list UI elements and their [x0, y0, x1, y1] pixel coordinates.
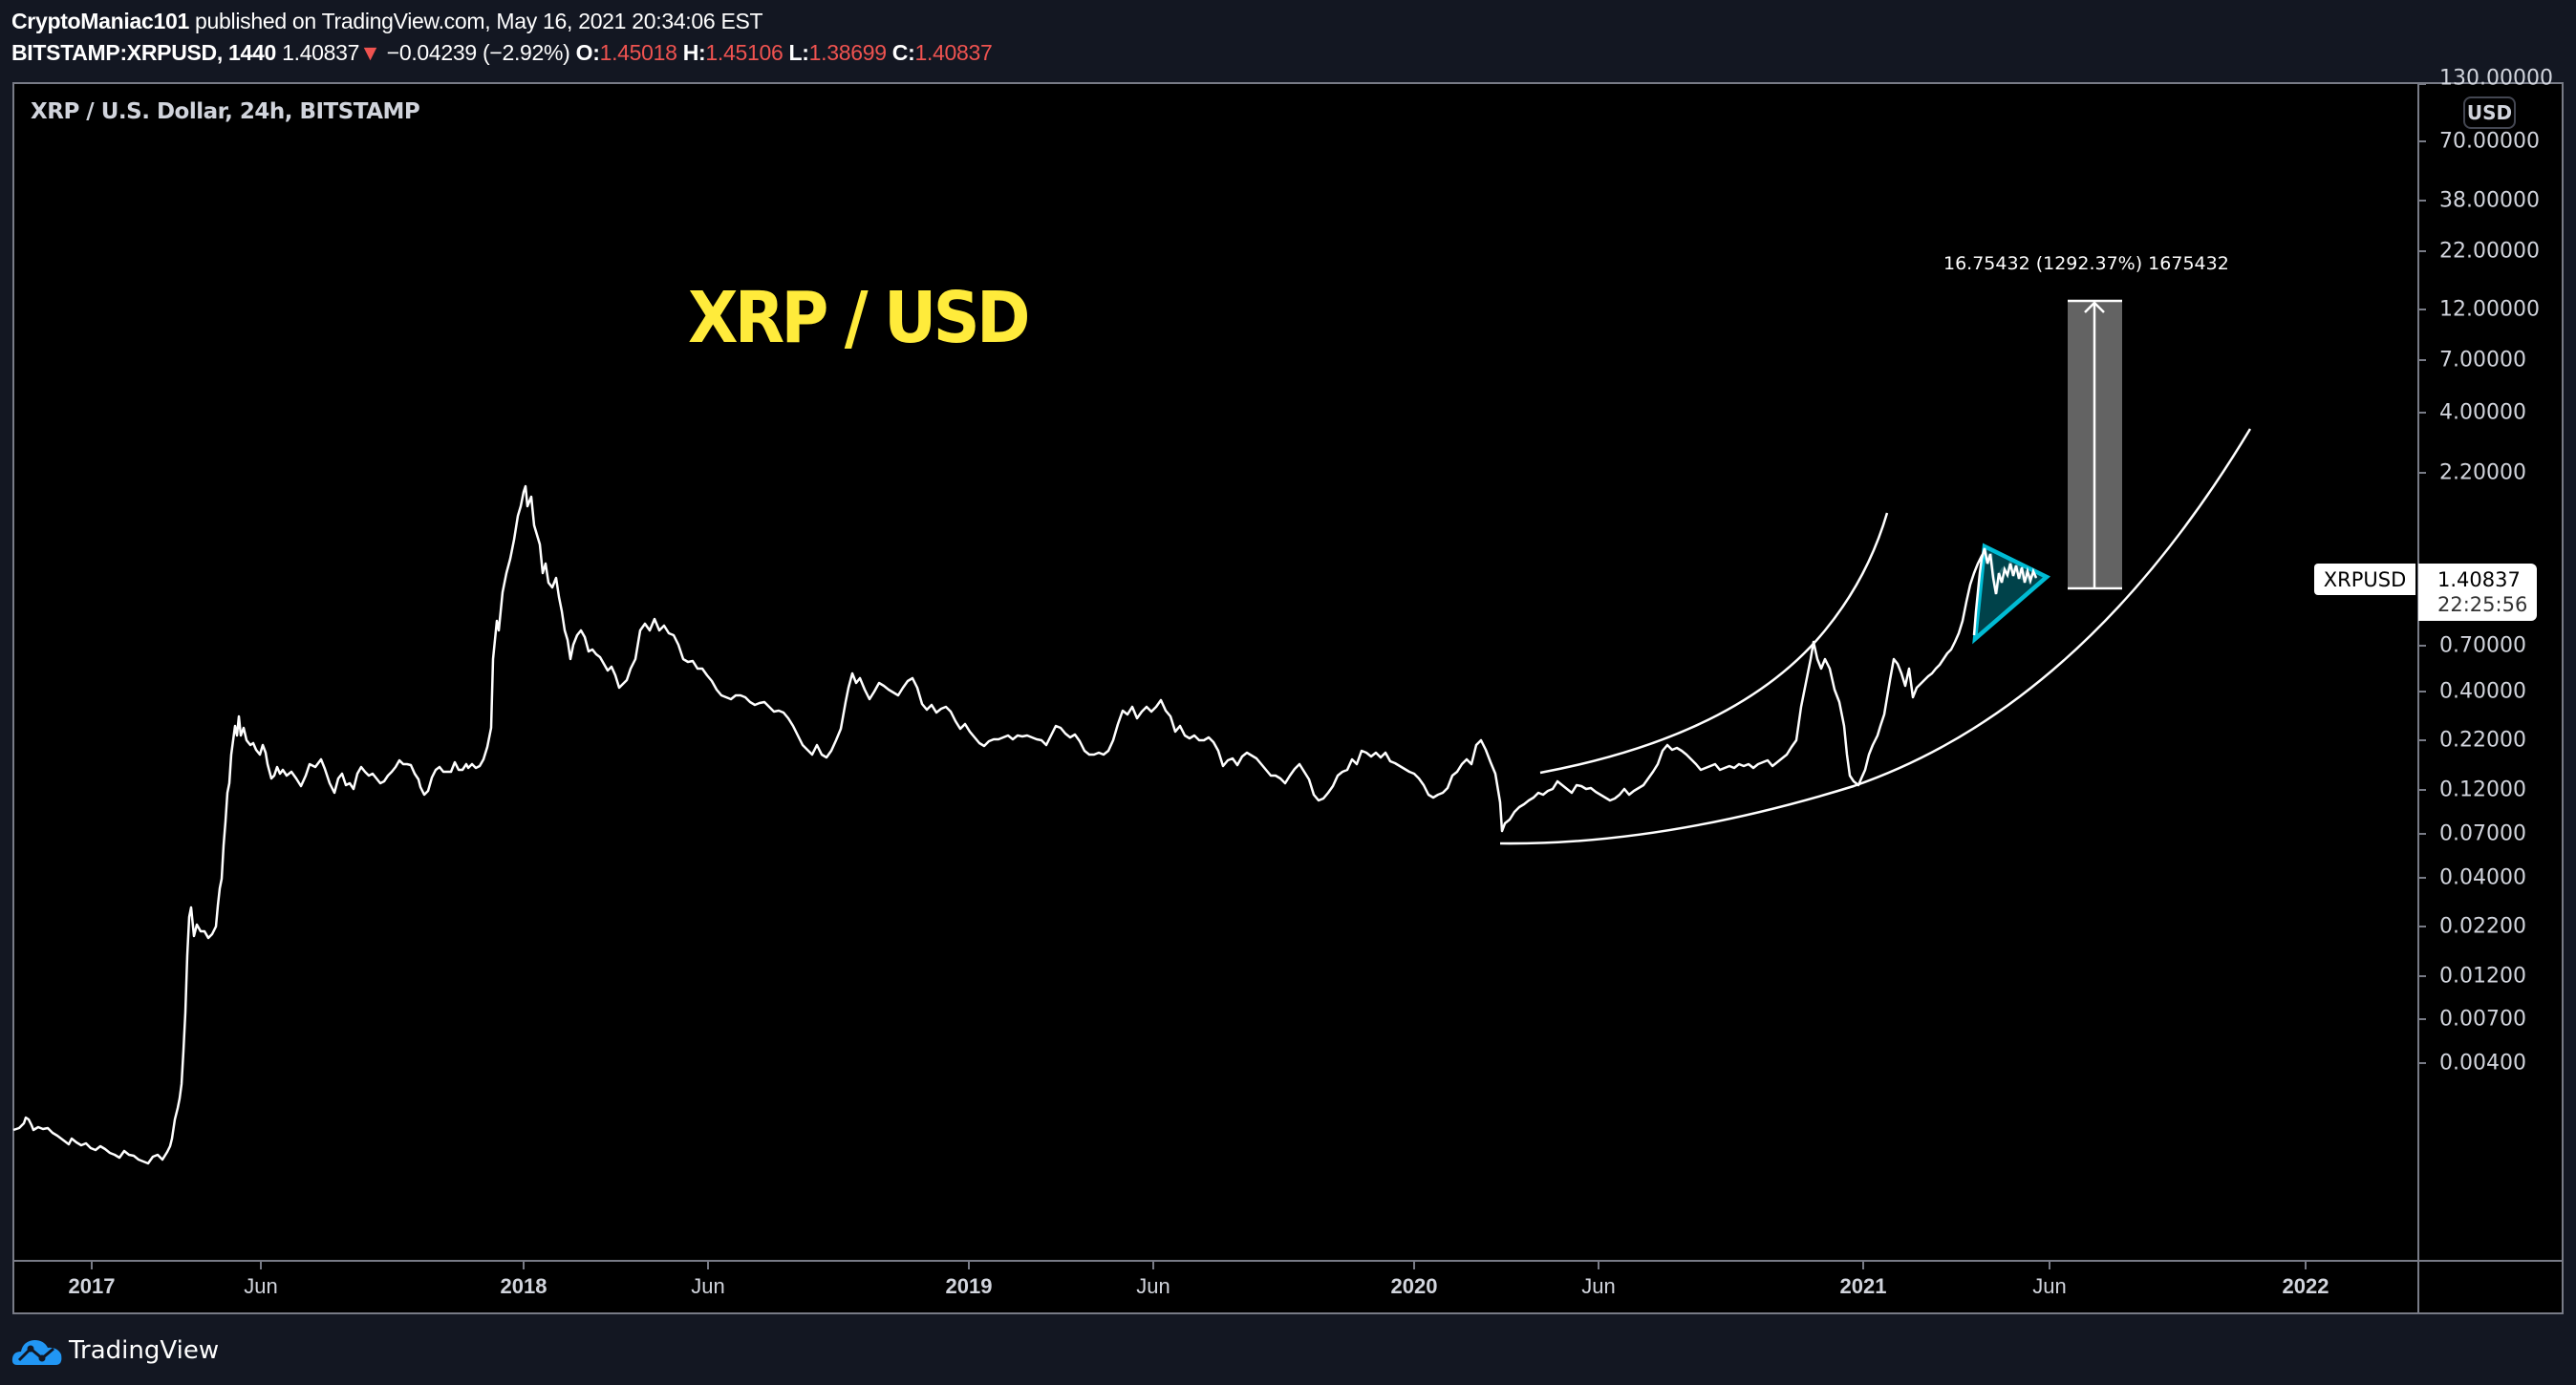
open-label: O: [575, 40, 600, 65]
time-tick: 2021 [1839, 1274, 1887, 1298]
price-tick: 0.00700 [2439, 1007, 2526, 1032]
price-tick: 0.22000 [2439, 728, 2526, 753]
last-price: 1.40837 [282, 40, 360, 65]
open-value: 1.45018 [599, 40, 677, 65]
time-tick: 2022 [2282, 1274, 2329, 1298]
overlay-title[interactable]: XRP / USD [688, 277, 1030, 359]
price-tick: 7.00000 [2439, 348, 2526, 373]
low-label: L: [788, 40, 809, 65]
price-tick: 0.70000 [2439, 633, 2526, 658]
low-value: 1.38699 [808, 40, 887, 65]
price-tick: 130.00000 [2439, 66, 2553, 91]
price-tick: 0.12000 [2439, 778, 2526, 802]
arrow-up-icon [2084, 301, 2105, 313]
time-tick: Jun [244, 1274, 278, 1298]
price-tick: 0.04000 [2439, 865, 2526, 890]
upper-curve[interactable] [1539, 512, 1889, 775]
measure-label: 16.75432 (1292.37%) 1675432 [1943, 253, 2229, 274]
measure-tool[interactable] [2068, 299, 2122, 590]
lower-curve[interactable] [1499, 428, 2252, 845]
close-label: C: [891, 40, 915, 65]
time-axis-ticks [91, 1262, 2307, 1269]
price-tick: 70.00000 [2439, 129, 2540, 154]
close-value: 1.40837 [914, 40, 993, 65]
price-tick: 0.40000 [2439, 679, 2526, 704]
high-value: 1.45106 [705, 40, 784, 65]
time-tick: Jun [1136, 1274, 1170, 1298]
author-name[interactable]: CryptoManiac101 [11, 9, 189, 33]
time-tick: 2019 [945, 1274, 993, 1298]
time-tick: Jun [1581, 1274, 1616, 1298]
publish-text: published on TradingView.com, May 16, 20… [188, 9, 763, 33]
high-label: H: [682, 40, 706, 65]
tradingview-brand[interactable]: TradingView [11, 1335, 219, 1366]
price-tick: 2.20000 [2439, 460, 2526, 485]
tradingview-logo-icon [11, 1340, 62, 1365]
price-axis-ticks [2418, 83, 2426, 1064]
symbol-price-label: XRPUSD [2314, 564, 2415, 595]
price-tick: 0.01200 [2439, 964, 2526, 989]
chart-panel[interactable] [12, 82, 2564, 1314]
price-tick: 12.00000 [2439, 297, 2540, 322]
time-tick: Jun [2032, 1274, 2067, 1298]
last-price-value: 1.40837 [2437, 568, 2521, 591]
price-tick: 4.00000 [2439, 400, 2526, 425]
time-tick: Jun [691, 1274, 725, 1298]
chart-legend[interactable]: XRP / U.S. Dollar, 24h, BITSTAMP [31, 99, 420, 124]
price-tick: 0.07000 [2439, 821, 2526, 846]
price-tick: 22.00000 [2439, 239, 2540, 264]
last-price-box: 1.40837 22:25:56 [2418, 564, 2537, 621]
price-change: −0.04239 (−2.92%) [386, 40, 570, 65]
down-arrow-icon: ▼ [359, 40, 381, 65]
ohlc-bar: BITSTAMP:XRPUSD, 1440 1.40837▼ −0.04239 … [11, 40, 993, 66]
currency-badge[interactable]: USD [2463, 96, 2516, 129]
bar-countdown: 22:25:56 [2437, 593, 2528, 616]
price-tick: 0.00400 [2439, 1051, 2526, 1076]
symbol-interval: BITSTAMP:XRPUSD, 1440 [11, 40, 277, 65]
price-line [12, 484, 2038, 1165]
price-tick: 0.02200 [2439, 914, 2526, 939]
time-tick: 2020 [1390, 1274, 1438, 1298]
time-tick: 2018 [500, 1274, 547, 1298]
publish-info: CryptoManiac101 published on TradingView… [11, 9, 763, 34]
tradingview-wordmark: TradingView [69, 1336, 220, 1365]
price-tick: 38.00000 [2439, 188, 2540, 213]
price-line-pennant [1972, 547, 2038, 636]
time-tick: 2017 [68, 1274, 116, 1298]
